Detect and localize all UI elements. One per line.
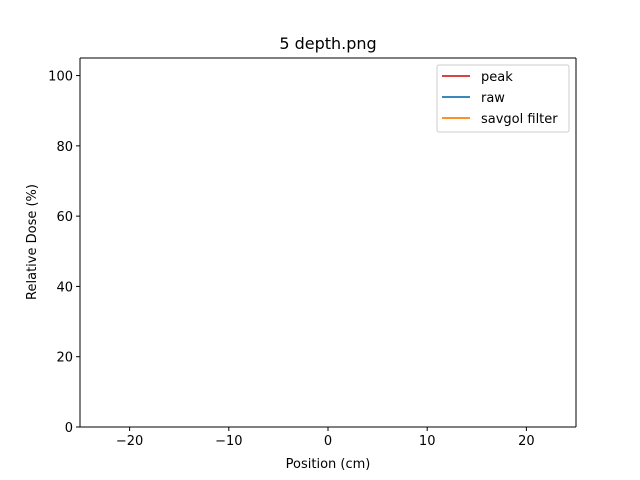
legend-label: raw xyxy=(481,91,505,106)
y-tick-label: 40 xyxy=(56,280,73,295)
axes-frame xyxy=(79,57,577,428)
y-tick-label: 80 xyxy=(56,140,73,155)
x-axis-label: Position (cm) xyxy=(286,457,371,472)
x-tick-label: 0 xyxy=(324,434,332,449)
x-tick-label: 20 xyxy=(518,434,535,449)
legend: peak raw savgol filter xyxy=(436,64,570,133)
y-tick-label: 60 xyxy=(56,210,73,225)
x-tick-label: −10 xyxy=(215,434,242,449)
legend-label: peak xyxy=(481,70,513,85)
x-axis-ticks: −20 −10 0 10 20 xyxy=(116,427,535,449)
y-axis-ticks: 0 20 40 60 80 100 xyxy=(48,70,80,436)
legend-label: savgol filter xyxy=(481,112,558,127)
y-tick-label: 0 xyxy=(65,421,73,436)
legend-box xyxy=(436,64,570,133)
x-tick-label: 10 xyxy=(419,434,436,449)
y-axis-label: Relative Dose (%) xyxy=(25,184,40,300)
chart-title: 5 depth.png xyxy=(279,34,376,53)
y-tick-label: 100 xyxy=(48,70,73,85)
x-tick-label: −20 xyxy=(116,434,143,449)
y-tick-label: 20 xyxy=(56,351,73,366)
